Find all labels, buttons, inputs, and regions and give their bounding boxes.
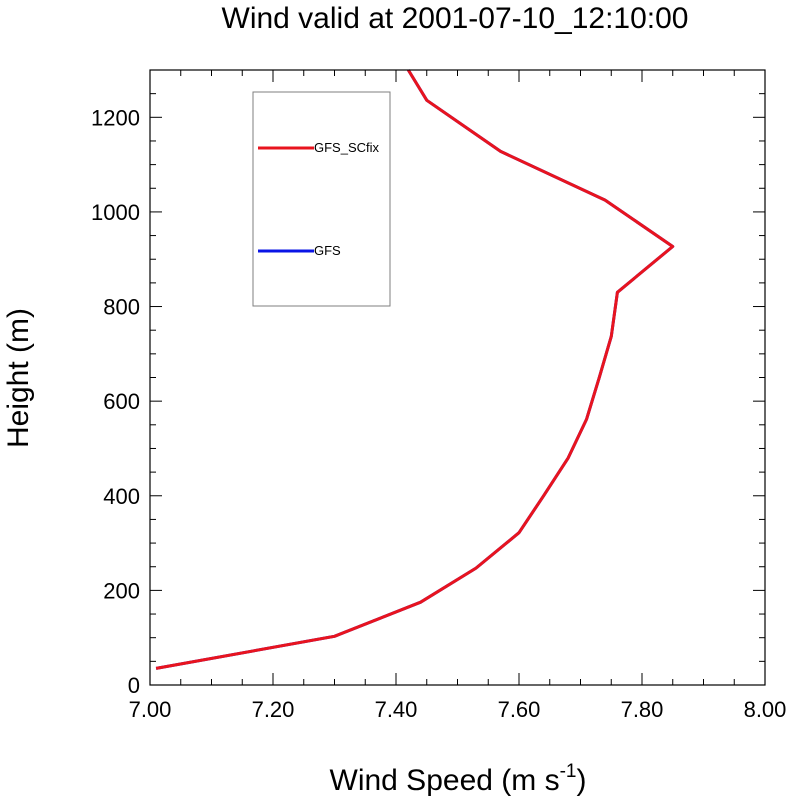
y-tick-label: 1200	[91, 105, 140, 130]
plot-frame	[149, 69, 766, 686]
x-axis-title: Wind Speed (m s-1)	[330, 761, 587, 797]
x-tick-label: 7.80	[621, 697, 664, 722]
y-tick-label: 400	[103, 484, 140, 509]
x-tick-label: 7.20	[252, 697, 295, 722]
legend-box	[252, 91, 391, 307]
y-tick-label: 200	[103, 578, 140, 603]
x-tick-label: 7.40	[375, 697, 418, 722]
y-tick-label: 800	[103, 295, 140, 320]
x-tick-label: 7.00	[129, 697, 172, 722]
series-line-gfs-scfix	[155, 69, 675, 670]
x-axis-title-superscript: -1	[560, 761, 577, 782]
x-tick-label: 8.00	[744, 697, 787, 722]
series-layer	[155, 69, 675, 670]
x-axis-title-main: Wind Speed (m s	[330, 764, 560, 797]
y-tick-label: 600	[103, 389, 140, 414]
x-tick-label: 7.60	[498, 697, 541, 722]
x-axis-title-suffix: )	[577, 764, 587, 797]
y-tick-label: 1000	[91, 200, 140, 225]
tick-layer: 7.00 7.20 7.40 7.60 7.80 8.00 0 200 400 600 800 100…	[91, 69, 787, 722]
y-tick-label: 0	[128, 673, 140, 698]
series-line-gfs	[155, 69, 675, 670]
legend-label-gfs-scfix: GFS_SCfix	[314, 140, 380, 155]
legend-label-gfs: GFS	[314, 243, 341, 258]
chart-title: Wind valid at 2001-07-10_12:10:00	[222, 2, 689, 35]
y-axis-title: Height (m)	[2, 308, 35, 448]
